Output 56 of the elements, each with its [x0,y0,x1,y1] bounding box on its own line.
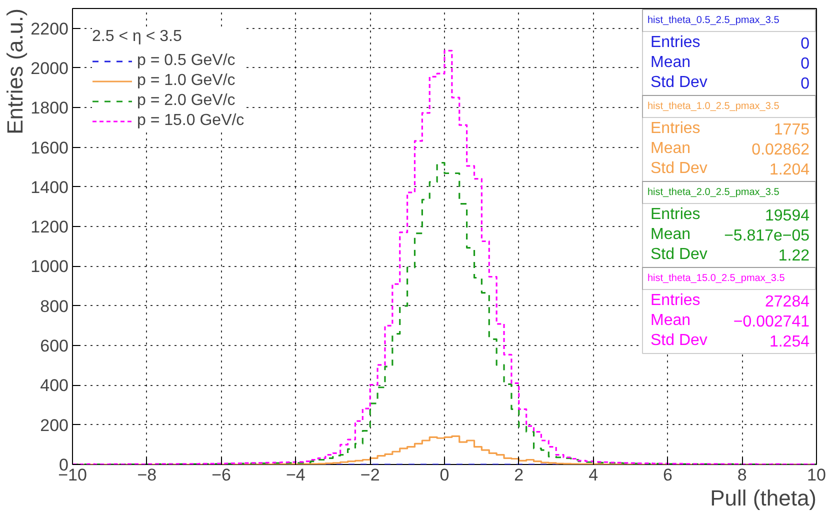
x-tick-label: −2 [360,466,380,484]
y-tick-label: 600 [40,336,69,356]
annotation: hist_theta_1.0_2.5_pmax_3.5 [648,101,780,112]
annotation: hist_theta_15.0_2.5_pmax_3.5 [648,273,786,284]
x-tick-label: 2 [514,466,524,484]
annotation: 1.254 [769,334,810,350]
annotation: 0 [800,56,810,72]
annotation: −0.002741 [733,314,810,330]
y-tick-label: 1600 [30,138,69,158]
annotation: Mean [650,312,691,329]
annotation: Entries [650,34,700,51]
legend-title: 2.5 < η < 3.5 [92,28,183,46]
y-tick-label: 1000 [30,257,69,276]
y-tick-label: 2200 [30,19,69,38]
x-tick-label: 0 [440,466,450,484]
x-axis-title: Pull (theta) [710,486,817,510]
annotation: Std Dev [650,246,708,263]
annotation: Mean [650,54,691,71]
y-tick-label: 1400 [30,178,69,197]
x-tick-label: 8 [737,466,747,484]
x-tick-label: −6 [212,466,231,484]
annotation: 19594 [765,208,810,224]
legend-label: p = 0.5 GeV/c [137,52,236,70]
annotation: 0 [800,36,810,52]
annotation: Entries [650,206,700,223]
x-tick-label: −4 [286,466,306,484]
annotation: 1775 [774,122,810,138]
annotation: 1.22 [778,248,810,264]
x-tick-label: 10 [807,466,826,484]
annotation: Std Dev [650,160,708,177]
annotation: hist_theta_0.5_2.5_pmax_3.5 [648,15,780,26]
annotation: hist_theta_2.0_2.5_pmax_3.5 [648,187,780,198]
y-tick-label: 2000 [30,58,69,78]
y-tick-label: 1800 [30,98,69,118]
annotation: 0 [800,76,810,92]
y-tick-label: 200 [40,416,69,435]
annotation: Entries [650,292,700,309]
annotation: Mean [650,140,691,157]
x-tick-label: −8 [137,466,157,484]
y-tick-label: 400 [40,376,69,396]
legend-label: p = 2.0 GeV/c [137,92,236,110]
x-tick-label: 6 [662,466,672,484]
x-tick-label: 4 [588,466,598,484]
annotation: 0.02862 [752,142,810,158]
annotation: Std Dev [650,332,708,349]
legend-label: p = 1.0 GeV/c [137,72,236,90]
y-tick-label: 800 [40,296,69,316]
y-tick-label: 1200 [30,218,69,237]
annotation: 1.204 [769,162,810,178]
annotation: −5.817e−05 [724,228,810,244]
annotation: Mean [650,226,691,243]
annotation: Entries [650,120,700,137]
annotation: Std Dev [650,74,708,91]
annotation: 27284 [765,294,810,310]
legend-label: p = 15.0 GeV/c [137,112,244,130]
y-axis-title: Entries (a.u.) [2,8,28,134]
